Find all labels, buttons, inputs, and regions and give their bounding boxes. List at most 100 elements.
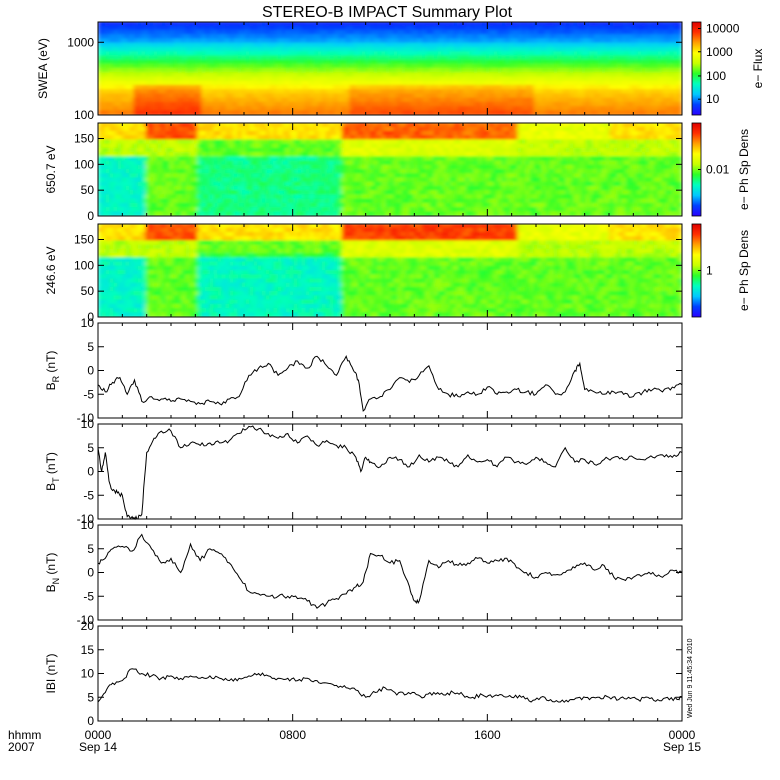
heatmap-cell <box>301 46 307 53</box>
heatmap-cell <box>249 143 255 149</box>
heatmap-cell <box>617 97 623 103</box>
heatmap-cell <box>637 59 643 65</box>
heatmap-cell <box>137 202 143 209</box>
heatmap-cell <box>289 156 295 162</box>
heatmap-cell <box>209 68 215 74</box>
heatmap-cell <box>265 130 271 137</box>
heatmap-cell <box>381 123 387 128</box>
heatmap-cell <box>205 89 211 95</box>
heatmap-cell <box>145 38 151 44</box>
heatmap-cell <box>585 38 591 44</box>
heatmap-cell <box>309 202 315 209</box>
heatmap-cell <box>453 59 459 65</box>
heatmap-cell <box>113 106 119 112</box>
heatmap-cell <box>313 181 319 187</box>
heatmap-cell <box>205 76 211 82</box>
heatmap-cell <box>173 156 179 162</box>
heatmap-cell <box>369 211 375 216</box>
heatmap-cell <box>445 84 451 91</box>
heatmap-cell <box>361 68 367 74</box>
heatmap-cell <box>589 25 595 31</box>
heatmap-cell <box>361 139 367 145</box>
heatmap-cell <box>637 51 643 57</box>
heatmap-cell <box>245 51 251 57</box>
heatmap-cell <box>421 51 427 57</box>
heatmap-cell <box>313 89 319 95</box>
heatmap-cell <box>213 59 219 65</box>
heatmap-cell <box>569 72 575 78</box>
heatmap-cell <box>101 38 107 44</box>
heatmap-cell <box>117 89 123 95</box>
heatmap-cell <box>245 135 251 141</box>
heatmap-cell <box>225 152 231 158</box>
heatmap-cell <box>377 101 383 108</box>
heatmap-cell <box>401 181 407 187</box>
heatmap-cell <box>377 198 383 204</box>
heatmap-cell <box>257 135 263 141</box>
heatmap-cell <box>617 38 623 44</box>
heatmap-cell <box>473 22 479 27</box>
heatmap-cell <box>493 34 499 40</box>
heatmap-cell <box>193 59 199 65</box>
heatmap-cell <box>285 156 291 162</box>
heatmap-cell <box>257 173 263 179</box>
heatmap-cell <box>177 97 183 103</box>
heatmap-cell <box>161 156 167 162</box>
heatmap-cell <box>101 181 107 187</box>
heatmap-cell <box>573 68 579 74</box>
heatmap-cell <box>405 84 411 91</box>
heatmap-cell <box>537 84 543 91</box>
heatmap-cell <box>109 156 115 162</box>
heatmap-cell <box>145 181 151 187</box>
heatmap-cell <box>585 51 591 57</box>
heatmap-cell <box>341 181 347 187</box>
heatmap-cell <box>353 42 359 48</box>
heatmap-cell <box>557 63 563 69</box>
heatmap-cell <box>413 84 419 91</box>
heatmap-cell <box>165 173 171 179</box>
heatmap-cell <box>321 207 327 213</box>
heatmap-cell <box>165 190 171 196</box>
heatmap-cell <box>181 123 187 128</box>
heatmap-cell <box>593 22 599 27</box>
heatmap-cell <box>245 143 251 149</box>
heatmap-cell <box>309 152 315 158</box>
heatmap-cell <box>125 76 131 82</box>
heatmap-cell <box>157 190 163 196</box>
heatmap-cell <box>393 51 399 57</box>
heatmap-cell <box>133 156 139 162</box>
heatmap-cell <box>277 72 283 78</box>
heatmap-cell <box>617 89 623 95</box>
heatmap-cell <box>581 25 587 31</box>
heatmap-cell <box>113 211 119 216</box>
heatmap-cell <box>169 207 175 213</box>
heatmap-cell <box>161 22 167 27</box>
heatmap-cell <box>129 84 135 91</box>
heatmap-cell <box>141 147 147 154</box>
heatmap-cell <box>673 29 679 36</box>
heatmap-cell <box>513 89 519 95</box>
heatmap-cell <box>305 177 311 183</box>
heatmap-cell <box>385 211 391 216</box>
heatmap-cell <box>573 72 579 78</box>
heatmap-cell <box>293 202 299 209</box>
heatmap-cell <box>117 84 123 91</box>
heatmap-cell <box>453 76 459 82</box>
heatmap-cell <box>521 80 527 86</box>
heatmap-cell <box>421 97 427 103</box>
heatmap-cell <box>605 72 611 78</box>
heatmap-cell <box>449 22 455 27</box>
heatmap-cell <box>565 38 571 44</box>
heatmap-cell <box>397 38 403 44</box>
heatmap-cell <box>157 126 163 132</box>
heatmap-cell <box>405 190 411 196</box>
heatmap-cell <box>221 143 227 149</box>
heatmap-cell <box>537 59 543 65</box>
heatmap-cell <box>113 139 119 145</box>
heatmap-cell <box>293 126 299 132</box>
heatmap-cell <box>569 22 575 27</box>
heatmap-cell <box>229 25 235 31</box>
heatmap-cell <box>333 55 339 61</box>
heatmap-cell <box>105 173 111 179</box>
heatmap-cell <box>377 164 383 170</box>
